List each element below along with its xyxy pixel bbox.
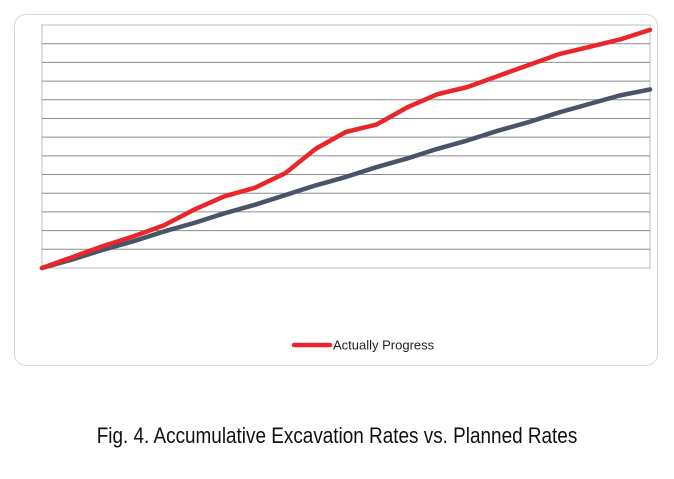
legend-label: Actually Progress	[333, 338, 435, 353]
gridlines	[42, 43, 650, 250]
plot-background	[41, 24, 651, 269]
figure-caption: Fig. 4. Accumulative Excavation Rates vs…	[96, 423, 578, 448]
plot-area	[41, 24, 651, 269]
legend: Actually Progress	[291, 338, 435, 353]
series-lines	[39, 27, 653, 271]
line-chart: Actually Progress	[39, 24, 653, 353]
